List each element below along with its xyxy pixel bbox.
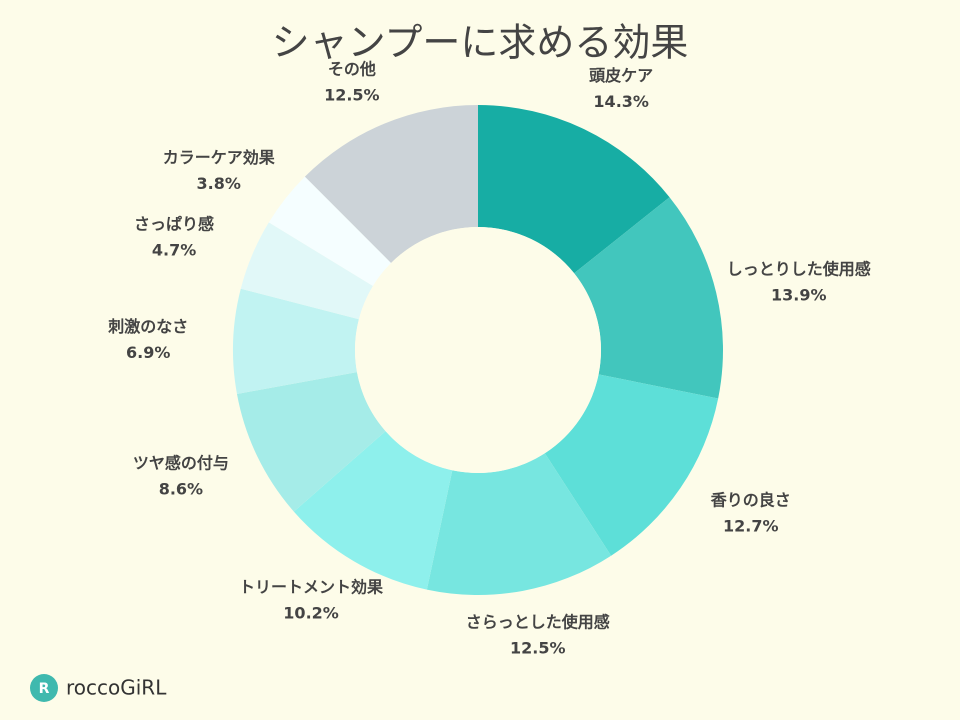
slice	[304, 105, 478, 263]
slice-label: ツヤ感の付与	[133, 454, 229, 473]
slice-label: カラーケア効果	[163, 148, 275, 167]
chart-title: シャンプーに求める効果	[272, 21, 689, 65]
slice-label: その他	[328, 60, 376, 79]
value-label: 8.6%	[159, 480, 203, 499]
slice-label: さらっとした使用感	[466, 613, 610, 632]
value-label: 3.8%	[197, 174, 241, 193]
slice	[426, 453, 612, 595]
slice	[293, 431, 453, 590]
value-label: 12.7%	[723, 517, 779, 536]
slice	[268, 176, 392, 286]
value-label: 6.9%	[126, 343, 170, 362]
value-label: 4.7%	[152, 241, 196, 260]
logo-text: roccoGiRL	[66, 676, 167, 700]
logo-icon-letter: R	[39, 681, 50, 697]
slice-label: 香りの良さ	[710, 491, 791, 510]
slice-label: トリートメント効果	[239, 578, 383, 597]
value-label: 12.5%	[324, 86, 380, 105]
value-label: 14.3%	[593, 92, 649, 111]
logo-icon	[30, 674, 58, 702]
slice-label: しっとりした使用感	[727, 259, 871, 278]
slice	[544, 374, 719, 556]
value-label: 12.5%	[510, 639, 566, 658]
slice	[236, 372, 386, 512]
slice-label: 刺激のなさ	[107, 317, 188, 336]
slice	[240, 222, 373, 320]
value-label: 10.2%	[283, 604, 339, 623]
slice	[233, 288, 359, 394]
slice	[478, 105, 670, 274]
slice-label: 頭皮ケア	[589, 66, 653, 85]
slice	[574, 197, 723, 399]
donut-hole	[355, 227, 601, 473]
slice-label: さっぱり感	[134, 215, 214, 234]
value-label: 13.9%	[771, 285, 827, 304]
logo-group: R roccoGiRL	[30, 674, 167, 702]
